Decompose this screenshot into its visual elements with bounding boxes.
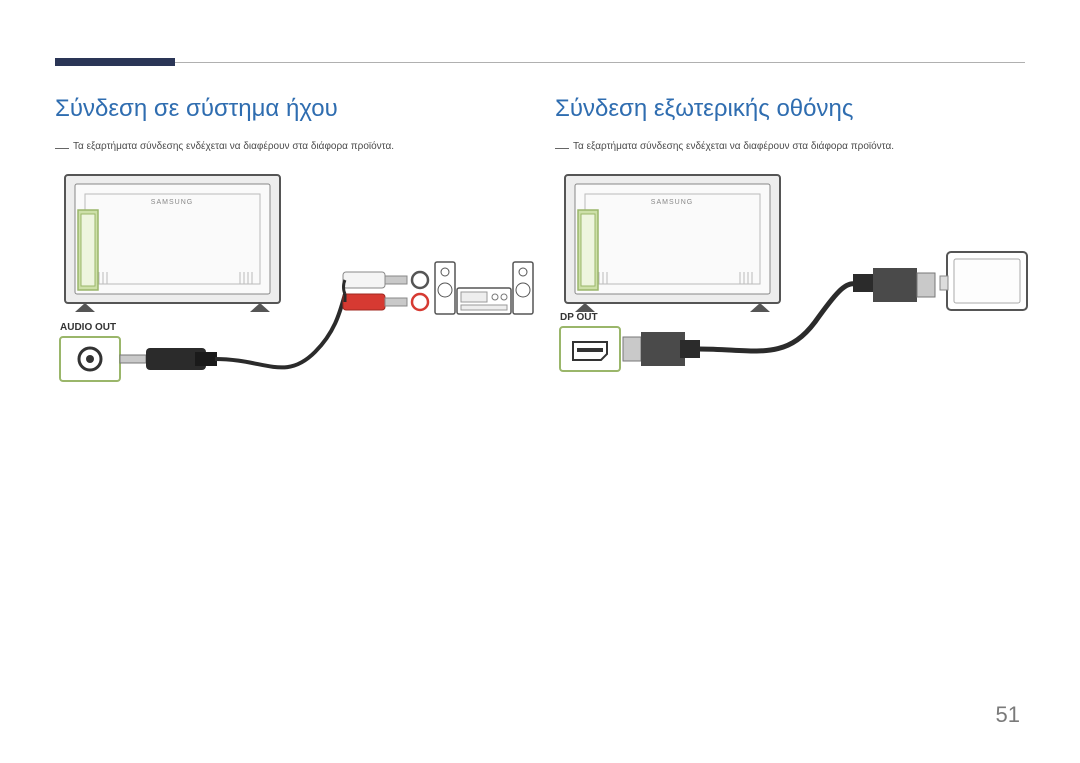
left-note: Τα εξαρτήματα σύνδεσης ενδέχεται να διαφ… bbox=[55, 141, 525, 152]
amplifier-icon bbox=[457, 288, 511, 314]
svg-text:SAMSUNG: SAMSUNG bbox=[151, 199, 193, 206]
rca-red-plug-icon bbox=[343, 294, 428, 310]
note-dash-icon bbox=[55, 148, 69, 149]
page-number: 51 bbox=[996, 702, 1020, 728]
speaker-right-icon bbox=[513, 262, 533, 314]
dp-plug-right-icon bbox=[853, 268, 935, 302]
right-note-text: Τα εξαρτήματα σύνδεσης ενδέχεται να διαφ… bbox=[573, 141, 894, 152]
audio-out-label: AUDIO OUT bbox=[60, 322, 116, 333]
left-note-text: Τα εξαρτήματα σύνδεσης ενδέχεται να διαφ… bbox=[73, 141, 394, 152]
audio-jack-plug-icon bbox=[120, 348, 217, 370]
dp-connection-svg: SAMSUNG bbox=[555, 172, 1035, 402]
top-accent-bar bbox=[55, 58, 175, 66]
audio-connection-svg: SAMSUNG bbox=[55, 172, 535, 402]
right-title: Σύνδεση εξωτερικής οθόνης bbox=[555, 95, 1025, 123]
note-dash-icon bbox=[555, 148, 569, 149]
audio-cable-icon bbox=[215, 294, 345, 367]
dp-out-port-icon bbox=[560, 327, 620, 371]
dp-out-label: DP OUT bbox=[560, 312, 598, 323]
left-title: Σύνδεση σε σύστημα ήχου bbox=[55, 95, 525, 123]
right-note: Τα εξαρτήματα σύνδεσης ενδέχεται να διαφ… bbox=[555, 141, 1025, 152]
monitor-rear-icon: SAMSUNG bbox=[65, 175, 280, 312]
left-section: Σύνδεση σε σύστημα ήχου Τα εξαρτήματα σύ… bbox=[55, 95, 525, 392]
right-section: Σύνδεση εξωτερικής οθόνης Τα εξαρτήματα … bbox=[555, 95, 1025, 392]
speaker-left-icon bbox=[435, 262, 455, 314]
svg-text:SAMSUNG: SAMSUNG bbox=[651, 199, 693, 206]
monitor-rear-icon: SAMSUNG bbox=[565, 175, 780, 312]
right-diagram: SAMSUNG bbox=[555, 172, 1025, 392]
audio-out-port-icon bbox=[60, 337, 120, 381]
external-monitor-icon bbox=[940, 252, 1027, 310]
rca-white-plug-icon bbox=[343, 272, 428, 288]
dp-plug-left-icon bbox=[623, 332, 700, 366]
top-rule bbox=[55, 62, 1025, 63]
left-diagram: SAMSUNG bbox=[55, 172, 525, 392]
